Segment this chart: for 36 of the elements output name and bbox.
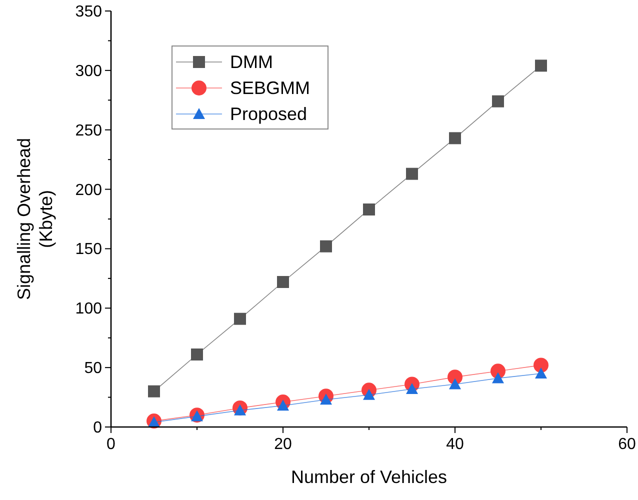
y-tick-label: 50 [84, 360, 102, 378]
point [277, 276, 289, 288]
point [535, 368, 547, 379]
x-tick-label: 20 [274, 436, 292, 453]
point [234, 404, 246, 416]
point [363, 388, 375, 400]
point [535, 60, 547, 72]
y-tick-label: 0 [93, 420, 102, 436]
legend-label: Proposed [230, 104, 308, 124]
x-tick-label: 0 [106, 436, 116, 453]
x-axis-title: Number of Vehicles [290, 467, 448, 487]
point [492, 95, 504, 108]
y-tick-label: 350 [75, 4, 102, 20]
point [449, 378, 461, 390]
y-tick-label: 100 [75, 300, 102, 318]
point [148, 385, 160, 398]
point [320, 394, 332, 405]
y-tick-label: 150 [75, 241, 102, 258]
point [363, 203, 375, 216]
y-axis-title: Signalling Overhead (Kbyte) [14, 138, 56, 300]
x-tick-label: 40 [446, 436, 464, 453]
x-tick-label: 60 [618, 436, 636, 453]
point [320, 240, 332, 252]
point [449, 132, 461, 144]
point [492, 372, 504, 384]
point [534, 358, 548, 373]
legend-label: SEBGMM [230, 78, 310, 98]
point [234, 312, 246, 325]
legend-label: DMM [230, 52, 273, 72]
y-tick-label: 300 [75, 62, 102, 80]
point [277, 400, 289, 411]
point [191, 348, 203, 360]
point [406, 382, 418, 394]
y-tick-label: 250 [75, 122, 102, 140]
y-tick-label: 200 [75, 182, 102, 199]
point [406, 168, 418, 180]
